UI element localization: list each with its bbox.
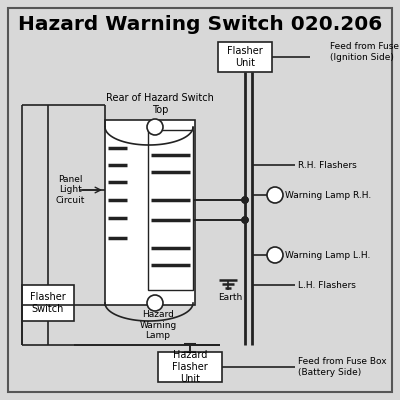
Bar <box>218 42 272 72</box>
Circle shape <box>242 197 248 203</box>
Text: L.H. Flashers: L.H. Flashers <box>298 280 356 290</box>
Text: Rear of Hazard Switch: Rear of Hazard Switch <box>106 93 214 103</box>
Text: Hazard
Warning
Lamp: Hazard Warning Lamp <box>139 310 177 340</box>
Circle shape <box>242 217 248 223</box>
Text: Earth: Earth <box>218 294 242 302</box>
Bar <box>158 352 222 382</box>
Circle shape <box>147 119 163 135</box>
Text: Warning Lamp R.H.: Warning Lamp R.H. <box>285 190 371 200</box>
Circle shape <box>267 247 283 263</box>
Circle shape <box>242 217 248 223</box>
Text: Feed from Fuse Box
(Ignition Side): Feed from Fuse Box (Ignition Side) <box>330 42 400 62</box>
Bar <box>105 120 195 305</box>
Text: Hazard
Flasher
Unit: Hazard Flasher Unit <box>172 350 208 384</box>
Circle shape <box>242 197 248 203</box>
Text: Hazard Warning Switch 020.206: Hazard Warning Switch 020.206 <box>18 14 382 34</box>
Text: Feed from Fuse Box
(Battery Side): Feed from Fuse Box (Battery Side) <box>298 357 387 377</box>
Text: Flasher
Unit: Flasher Unit <box>227 46 263 68</box>
Text: Top: Top <box>152 105 168 115</box>
Text: R.H. Flashers: R.H. Flashers <box>298 160 357 170</box>
Bar <box>22 285 74 321</box>
Circle shape <box>147 295 163 311</box>
Text: Flasher
Switch: Flasher Switch <box>30 292 66 314</box>
Circle shape <box>267 187 283 203</box>
Circle shape <box>242 217 248 223</box>
Circle shape <box>242 197 248 203</box>
Text: Warning Lamp L.H.: Warning Lamp L.H. <box>285 250 370 260</box>
Text: Panel
Light
Circuit: Panel Light Circuit <box>55 175 85 205</box>
Bar <box>148 130 193 290</box>
